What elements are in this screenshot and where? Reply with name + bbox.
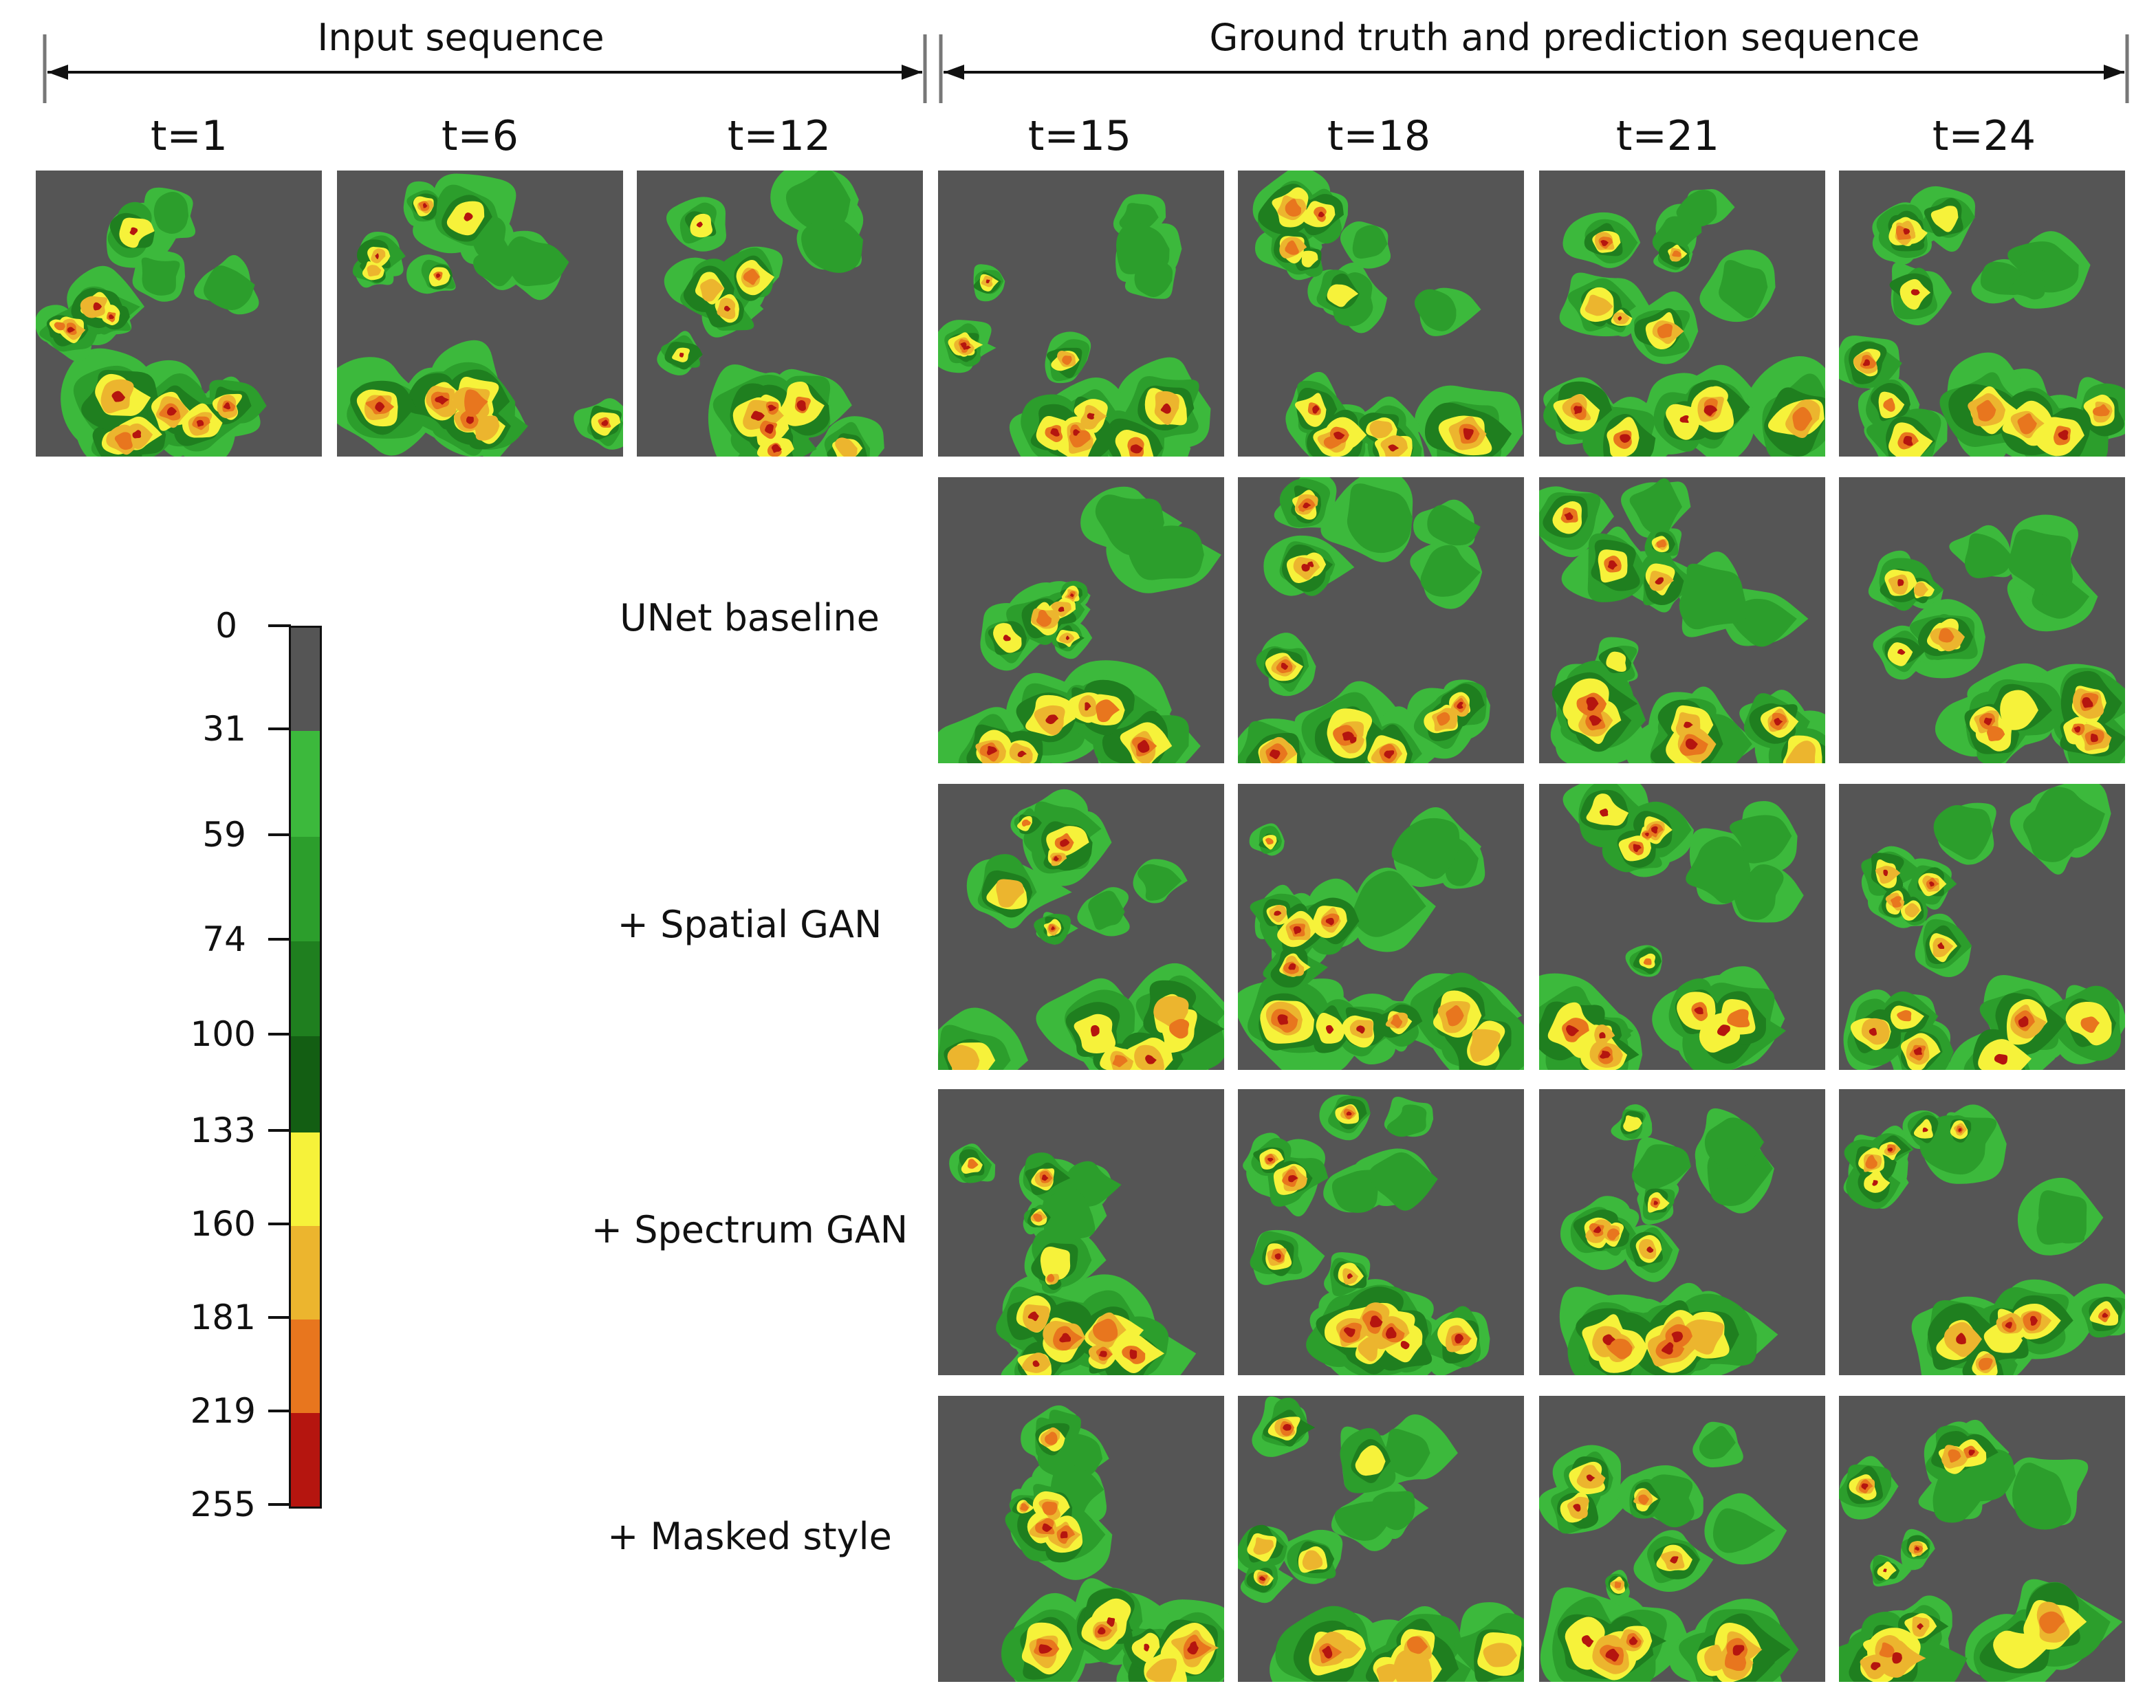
radar-masked-style-t24 [1839,1396,2125,1682]
row-label-masked-style: + Masked style [607,1515,892,1558]
input-sequence-header: Input sequence [317,16,605,59]
radar-ground-truth-t21 [1539,171,1825,457]
time-label-6: t=6 [442,112,519,160]
prediction-sequence-header: Ground truth and prediction sequence [1209,16,1920,59]
radar-spectrum-gan-t24 [1839,1089,2125,1375]
radar-unet-t18 [1238,477,1524,763]
radar-field [1839,1419,2123,1682]
colorbar [289,626,322,1509]
radar-spatial-gan-t24 [1839,784,2125,1070]
colorbar-band-74-100 [291,941,320,1036]
colorbar-band-31-59 [291,731,320,837]
radar-ground-truth-t24 [1839,171,2125,457]
radar-field [1252,171,1523,457]
time-label-24: t=24 [1932,112,2036,160]
radar-field [949,1143,1197,1375]
colorbar-band-160-181 [291,1226,320,1320]
prediction-sequence-arrow [939,34,2129,103]
radar-field [337,173,623,457]
radar-field [1243,1094,1490,1375]
colorbar-tick-255: 255 [190,1485,256,1524]
radar-masked-style-t18 [1238,1396,1524,1682]
colorbar-band-181-219 [291,1320,320,1413]
colorbar-tick-133: 133 [190,1110,256,1150]
row-label-spatial-gan: + Spatial GAN [617,903,882,946]
colorbar-band-59-74 [291,837,320,941]
time-label-21: t=21 [1615,112,1720,160]
input-sequence-arrow [43,34,927,103]
radar-spatial-gan-t15 [938,784,1224,1070]
radar-field [1868,514,2125,763]
colorbar-tick-74: 74 [202,919,246,959]
radar-field [36,187,267,457]
radar-field [1539,478,1825,763]
radar-input-t12 [637,171,923,457]
radar-spectrum-gan-t21 [1539,1089,1825,1375]
radar-field [938,194,1211,457]
colorbar-tick-181: 181 [190,1298,256,1337]
radar-field [1843,784,2125,1070]
radar-field [1559,1104,1778,1375]
colorbar-tick-219: 219 [190,1391,256,1431]
colorbar-band-0-31 [291,628,320,731]
radar-unet-t21 [1539,477,1825,763]
radar-unet-t15 [938,477,1224,763]
radar-field [1539,1421,1799,1682]
radar-input-t6 [337,171,623,457]
radar-spatial-gan-t18 [1238,784,1524,1070]
radar-field [1543,188,1825,457]
radar-input-t1 [36,171,322,457]
radar-field [1001,1405,1224,1682]
radar-field [1539,784,1804,1070]
time-label-18: t=18 [1327,112,1431,160]
radar-spectrum-gan-t18 [1238,1089,1524,1375]
colorbar-tick-59: 59 [202,815,246,855]
colorbar-band-219-255 [291,1413,320,1507]
colorbar-ticks [268,624,291,1506]
row-label-spectrum-gan: + Spectrum GAN [591,1208,908,1251]
radar-ground-truth-t18 [1238,171,1524,457]
radar-field [1238,807,1524,1070]
colorbar-band-133-160 [291,1132,320,1226]
row-label-unet-baseline: UNet baseline [620,596,880,639]
time-label-12: t=12 [727,112,831,160]
radar-field [938,486,1221,763]
time-label-1: t=1 [151,112,228,160]
radar-spectrum-gan-t15 [938,1089,1224,1375]
colorbar-tick-31: 31 [202,709,246,749]
colorbar-tick-0: 0 [215,606,237,646]
radar-masked-style-t15 [938,1396,1224,1682]
radar-masked-style-t21 [1539,1396,1825,1682]
colorbar-tick-160: 160 [190,1204,256,1244]
radar-field [1843,1104,2125,1375]
colorbar-band-100-133 [291,1036,320,1132]
radar-unet-t24 [1839,477,2125,763]
radar-field [1839,186,2125,457]
colorbar-tick-100: 100 [190,1014,256,1054]
radar-field [1238,1396,1524,1682]
radar-field [1238,477,1490,763]
radar-field [657,171,884,457]
radar-spatial-gan-t21 [1539,784,1825,1070]
radar-field [938,789,1224,1070]
time-label-15: t=15 [1027,112,1132,160]
radar-ground-truth-t15 [938,171,1224,457]
